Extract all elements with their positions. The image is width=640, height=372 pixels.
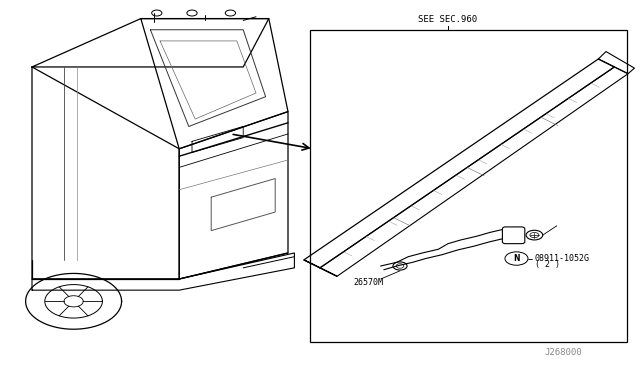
Bar xyxy=(310,30,627,342)
Text: 26570M: 26570M xyxy=(353,278,383,287)
Text: N: N xyxy=(513,254,520,263)
FancyBboxPatch shape xyxy=(502,227,525,244)
Text: ( 2 ): ( 2 ) xyxy=(534,260,560,269)
Text: J268000: J268000 xyxy=(545,348,582,357)
Text: 08911-1052G: 08911-1052G xyxy=(534,254,589,263)
Text: SEE SEC.960: SEE SEC.960 xyxy=(419,15,477,24)
